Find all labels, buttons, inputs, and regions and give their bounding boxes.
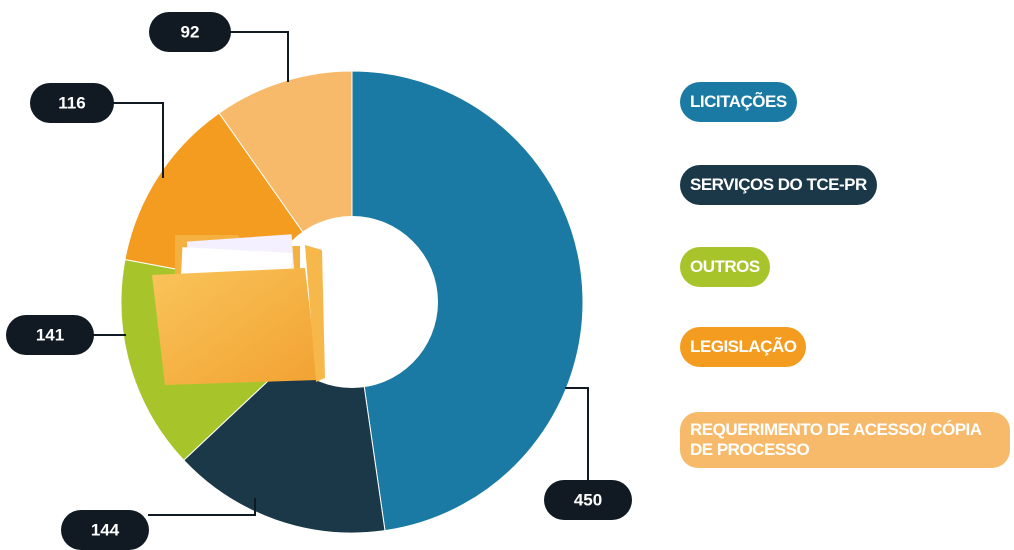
legend-item: SERVIÇOS DO TCE-PR (680, 165, 877, 205)
value-label: 141 (36, 325, 64, 344)
leader-line (230, 31, 289, 82)
legend-item: OUTROS (680, 247, 770, 287)
callout-pill (30, 83, 114, 123)
value-label: 450 (574, 490, 602, 509)
value-label: 116 (58, 93, 85, 112)
callout-pill (149, 12, 231, 52)
leader-line (148, 498, 256, 516)
callout-pill (6, 315, 94, 355)
legend-item: LEGISLAÇÃO (680, 327, 807, 367)
value-label: 92 (181, 22, 200, 41)
legend-item: REQUERIMENTO DE ACESSO/ CÓPIA DE PROCESS… (680, 412, 1010, 468)
slice (351, 70, 584, 532)
legend-item: LICITAÇÕES (680, 82, 797, 122)
callout-pill (61, 510, 149, 550)
value-label: 144 (91, 520, 120, 539)
leader-line (112, 102, 164, 178)
folder-icon (152, 234, 325, 385)
callout-pill (544, 480, 632, 520)
leader-line (565, 387, 589, 480)
